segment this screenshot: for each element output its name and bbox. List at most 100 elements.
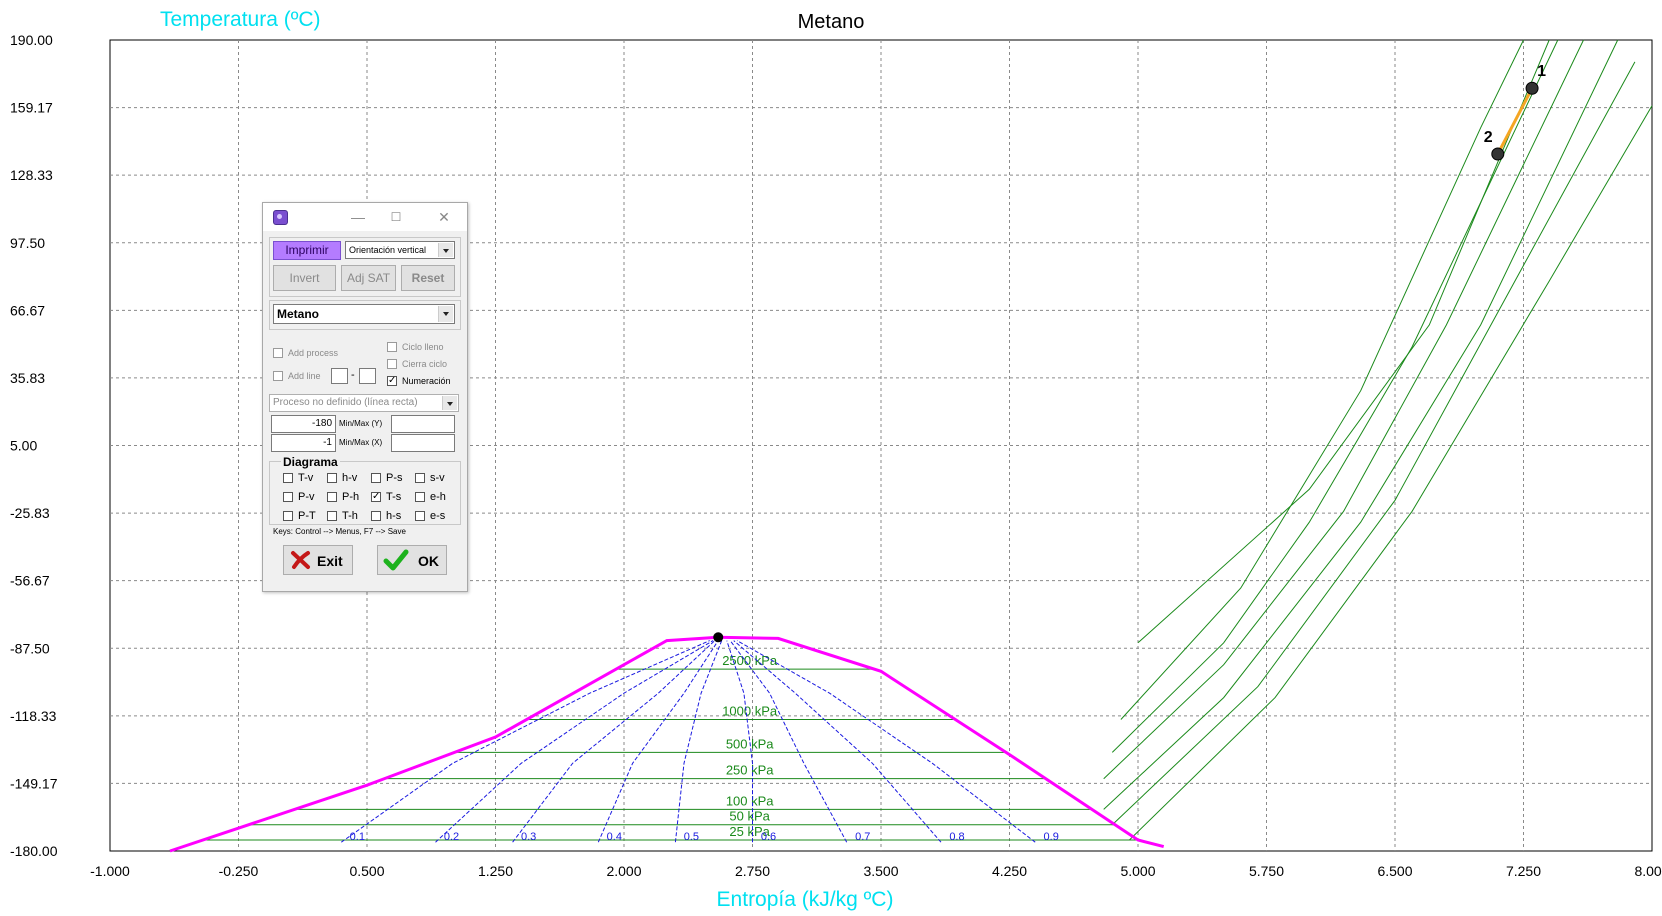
isobar-superheated — [1129, 105, 1653, 841]
close-icon[interactable]: ✕ — [438, 209, 450, 225]
diagram-checkbox-s-v[interactable] — [415, 473, 425, 483]
diagram-checkbox-t-h[interactable] — [327, 511, 337, 521]
y-tick-label: -149.17 — [10, 775, 58, 791]
y-tick-label: -25.83 — [10, 505, 50, 521]
diagram-label: T-h — [342, 510, 358, 522]
x-tick-label: 2.000 — [606, 863, 641, 879]
process-type-select[interactable]: Proceso no definido (línea recta) — [269, 394, 459, 412]
x-tick-label: 2.750 — [735, 863, 770, 879]
process-type-value: Proceso no definido (línea recta) — [273, 397, 418, 408]
x-tick-label: -1.000 — [90, 863, 130, 879]
y-tick-label: 159.17 — [10, 100, 53, 116]
min-max-y-label: Min/Max (Y) — [339, 419, 383, 428]
diagram-checkbox-h-v[interactable] — [327, 473, 337, 483]
diagram-label: T-v — [298, 472, 314, 484]
diagram-label: s-v — [430, 472, 445, 484]
quality-line — [512, 640, 716, 843]
quality-label: 0.9 — [1044, 831, 1059, 843]
y-tick-label: -56.67 — [10, 573, 50, 589]
diagram-checkbox-p-v[interactable] — [283, 492, 293, 502]
y-tick-label: 35.83 — [10, 370, 45, 386]
quality-line — [726, 640, 753, 843]
maximize-icon[interactable]: ☐ — [390, 210, 402, 224]
cierra-ciclo-checkbox[interactable] — [387, 359, 397, 369]
diagram-checkbox-e-h[interactable] — [415, 492, 425, 502]
process: 12 — [1484, 63, 1546, 161]
substance-select[interactable]: Metano — [273, 304, 455, 324]
line-dash: - — [351, 369, 355, 381]
min-x-input[interactable]: -1 — [271, 434, 336, 452]
ciclo-lleno-checkbox[interactable] — [387, 342, 397, 352]
y-tick-label: 190.00 — [10, 32, 53, 48]
print-group — [269, 237, 461, 297]
orientation-select[interactable]: Orientación vertical — [345, 241, 455, 259]
isobar-superheated — [1137, 39, 1550, 644]
diagram-checkbox-p-t[interactable] — [283, 511, 293, 521]
diagram-label: h-s — [386, 510, 402, 522]
add-line-checkbox[interactable] — [273, 371, 283, 381]
diagram-label: T-s — [386, 491, 402, 503]
isobar-label: 250 kPa — [726, 763, 774, 778]
isobar-superheated — [1103, 39, 1584, 780]
dialog-titlebar: — ☐ ✕ — [263, 203, 467, 231]
quality-label: 0.6 — [761, 831, 776, 843]
diagram-checkbox-p-s[interactable] — [371, 473, 381, 483]
reset-button[interactable]: Reset — [401, 265, 455, 291]
numeracion-checkbox[interactable]: ✓ — [387, 375, 397, 386]
add-process-checkbox[interactable] — [273, 348, 283, 358]
diagram-checkbox-h-s[interactable] — [371, 511, 381, 521]
diagram-checkbox-e-s[interactable] — [415, 511, 425, 521]
imprimir-button[interactable]: Imprimir — [273, 241, 341, 260]
cierra-ciclo-label: Cierra ciclo — [402, 359, 448, 369]
keys-hint: Keys: Control --> Menus, F7 --> Save — [273, 527, 406, 536]
invert-button[interactable]: Invert — [273, 265, 336, 291]
isobar-label: 100 kPa — [726, 793, 774, 808]
x-tick-label: -0.250 — [219, 863, 259, 879]
x-axis-title: Entropía (kJ/kg ºC) — [717, 888, 894, 911]
substance-value: Metano — [277, 307, 319, 321]
y-tick-label: 97.50 — [10, 235, 45, 251]
y-tick-label: -118.33 — [10, 708, 57, 724]
y-tick-label: 5.00 — [10, 438, 37, 454]
exit-button[interactable]: Exit — [283, 545, 353, 575]
chevron-down-icon — [438, 306, 453, 322]
quality-line — [729, 640, 848, 843]
x-tick-label: 7.250 — [1506, 863, 1541, 879]
x-tick-label: 1.250 — [478, 863, 513, 879]
diagram-checkbox-t-s[interactable]: ✓ — [371, 491, 381, 502]
diagram-checkbox-p-h[interactable] — [327, 492, 337, 502]
isobar-superheated — [1103, 39, 1619, 810]
quality-line — [341, 640, 710, 843]
y-tick-label: 66.67 — [10, 302, 45, 318]
max-y-input[interactable] — [391, 415, 455, 433]
line-from-input[interactable] — [331, 368, 348, 384]
exit-icon — [291, 551, 310, 569]
x-tick-label: 5.000 — [1120, 863, 1155, 879]
diagrama-group — [269, 461, 461, 525]
diagram-label: P-v — [298, 491, 315, 503]
add-process-label: Add process — [288, 348, 339, 358]
y-tick-label: -87.50 — [10, 640, 50, 656]
isobar-label: 25 kPa — [729, 824, 770, 839]
line-to-input[interactable] — [359, 368, 376, 384]
quality-line — [674, 640, 723, 843]
quality-label: 0.2 — [444, 831, 459, 843]
adj-sat-button[interactable]: Adj SAT — [341, 265, 396, 291]
max-x-input[interactable] — [391, 434, 455, 452]
chevron-down-icon — [438, 243, 453, 257]
y-tick-label: -180.00 — [10, 843, 58, 859]
diagram-label: P-T — [298, 510, 316, 522]
add-line-label: Add line — [288, 371, 321, 381]
diagram-label: P-s — [386, 472, 403, 484]
chevron-down-icon — [442, 396, 457, 410]
quality-line — [733, 640, 942, 843]
tick-labels: -1.000 -0.250 0.500 1.250 2.000 2.750 3.500 4.2… — [10, 32, 1662, 879]
diagram-checkbox-t-v[interactable] — [283, 473, 293, 483]
quality-label: 0.8 — [949, 831, 964, 843]
y-tick-label: 128.33 — [10, 167, 53, 183]
min-y-input[interactable]: -180 — [271, 415, 336, 433]
minimize-icon[interactable]: — — [351, 209, 365, 225]
ok-label: OK — [418, 553, 439, 569]
ok-button[interactable]: OK — [377, 545, 447, 575]
